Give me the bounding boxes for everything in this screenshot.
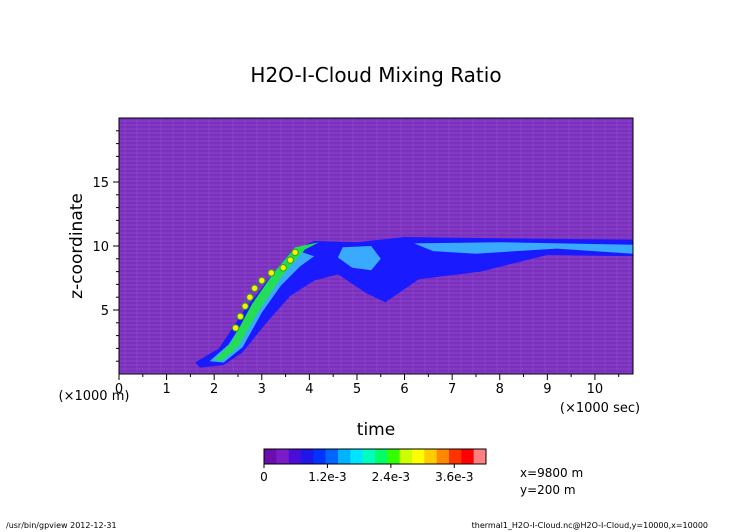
x-tick-label: 5: [353, 382, 361, 397]
cloud-contours: [195, 237, 633, 368]
peak-marker: [241, 302, 249, 310]
peak-marker: [246, 293, 254, 301]
x-axis-label: time: [357, 420, 395, 440]
y-tick-label: 15: [92, 176, 109, 191]
colorbar-segment: [276, 449, 289, 464]
x-tick-label: 3: [258, 382, 266, 397]
peak-marker: [258, 276, 266, 285]
colorbar-segment: [473, 449, 487, 464]
colorbar-tick-label: 1.2e-3: [308, 470, 346, 484]
colorbar-tick-label: 3.6e-3: [435, 470, 473, 484]
colorbar-labels: 0 1.2e-3 2.4e-3 3.6e-3: [260, 464, 474, 484]
peak-marker: [279, 264, 287, 272]
y-tick-label: 5: [101, 304, 109, 319]
x-tick-label: 1: [162, 382, 170, 397]
x-tick-label: 7: [448, 382, 456, 397]
peak-marker: [286, 256, 295, 264]
peak-marker: [267, 269, 275, 277]
colorbar-segment: [436, 449, 450, 464]
x-tick-label: 8: [496, 382, 504, 397]
colorbar: [263, 448, 487, 465]
cloud-region-mid: [414, 242, 633, 254]
x-tick-label: 10: [587, 382, 604, 397]
chart-title: H2O-I-Cloud Mixing Ratio: [250, 63, 501, 87]
colorbar-segment: [424, 449, 437, 464]
x-unit-label: (×1000 sec): [560, 401, 640, 416]
colorbar-segment: [461, 449, 474, 464]
x-tick-label: 2: [210, 382, 218, 397]
x-axis: 0 1 2 3 4 5 6 7 8 9 10: [115, 374, 620, 397]
colorbar-segment: [350, 449, 363, 464]
x-tick-label: 9: [543, 382, 551, 397]
colorbar-segment: [375, 449, 388, 464]
peak-markers: [231, 248, 299, 332]
y-tick-label: 10: [92, 240, 109, 255]
colorbar-segment: [387, 449, 400, 464]
colorbar-segment: [399, 449, 413, 464]
file-info-text: thermal1_H2O-I-Cloud.nc@H2O-I-Cloud,y=10…: [472, 521, 708, 530]
cloud-region-high: [214, 242, 319, 362]
colorbar-segment: [338, 449, 351, 464]
colorbar-tick-label: 2.4e-3: [372, 470, 410, 484]
colorbar-segment: [313, 449, 326, 464]
cloud-region-mid: [337, 246, 381, 271]
y-axis-label: z-coordinate: [67, 193, 87, 299]
grid-lines: [119, 118, 633, 374]
plot-area: [118, 117, 634, 375]
colorbar-segment: [288, 449, 302, 464]
x-tick-label: 6: [400, 382, 408, 397]
colorbar-segment: [412, 449, 425, 464]
y-location-text: y=200 m: [520, 483, 576, 497]
x-location-text: x=9800 m: [520, 466, 583, 480]
colorbar-segment: [301, 449, 314, 464]
peak-marker: [250, 284, 259, 292]
x-tick-label: 4: [305, 382, 313, 397]
peak-marker: [291, 248, 299, 257]
colorbar-segment: [264, 449, 277, 464]
peak-marker: [236, 312, 245, 321]
y-unit-label: (×1000 m): [59, 389, 130, 404]
program-info-text: /usr/bin/gpview 2012-12-31: [6, 521, 117, 530]
x-tick-label: 0: [115, 382, 123, 397]
cloud-region-low: [195, 237, 633, 368]
colorbar-tick-label: 0: [260, 470, 268, 484]
colorbar-segment: [325, 449, 339, 464]
colorbar-segment: [449, 449, 462, 464]
y-axis: 5 10 15: [92, 130, 119, 362]
peak-marker: [231, 324, 240, 332]
colorbar-frame: [263, 448, 487, 465]
colorbar-segment: [362, 449, 376, 464]
